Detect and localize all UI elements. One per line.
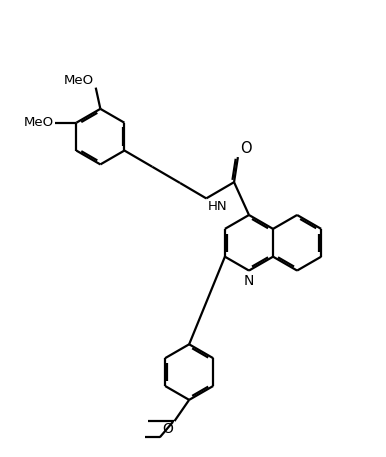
Text: O: O [240, 141, 251, 155]
Text: O: O [162, 422, 173, 436]
Text: MeO: MeO [64, 74, 94, 87]
Text: N: N [244, 275, 254, 288]
Text: HN: HN [208, 200, 227, 213]
Text: MeO: MeO [24, 116, 54, 129]
